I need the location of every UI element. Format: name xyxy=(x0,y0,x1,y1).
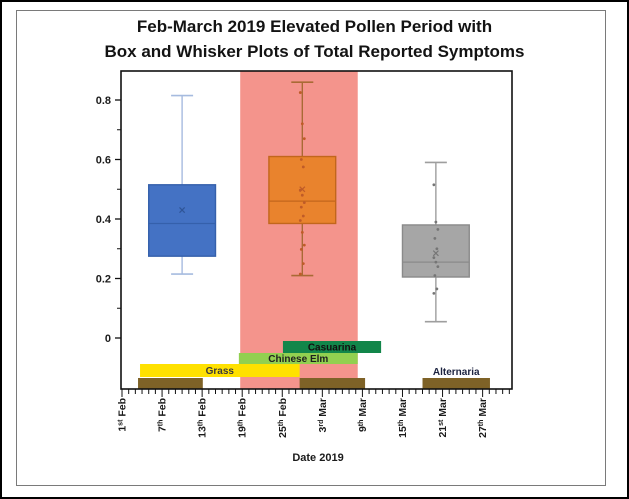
data-point xyxy=(299,247,303,251)
x-tick-label: 1st Feb xyxy=(117,398,129,432)
box-plot-mid-march xyxy=(401,161,470,323)
chart-title: Feb-March 2019 Elevated Pollen Period wi… xyxy=(2,15,627,64)
timeline-bar-alternaria xyxy=(422,378,490,389)
timeline-bar-chinese-elm xyxy=(238,353,358,364)
data-point xyxy=(298,188,302,192)
timeline-bar-grass xyxy=(140,364,300,377)
timeline-label-casuarina: Casuarina xyxy=(308,343,357,354)
y-tick-label: 0.4 xyxy=(96,214,112,226)
data-point xyxy=(302,201,306,205)
x-tick-label: 9th Mar xyxy=(357,398,369,432)
iqr-box xyxy=(148,184,217,257)
x-tick-label: 27th Mar xyxy=(477,398,489,438)
data-point xyxy=(436,228,440,231)
data-point xyxy=(433,274,437,277)
data-point xyxy=(298,219,302,222)
x-tick-label: 3rd Mar xyxy=(317,398,329,432)
elevated-period-band xyxy=(240,71,358,389)
data-point xyxy=(434,260,438,264)
data-point xyxy=(301,165,305,169)
data-point xyxy=(435,247,439,251)
chart-title-line2: Box and Whisker Plots of Total Reported … xyxy=(104,41,525,61)
timeline-label-alternaria: Alternaria xyxy=(433,367,480,378)
data-point xyxy=(300,193,304,197)
mean-marker xyxy=(179,207,186,214)
data-point xyxy=(432,183,436,187)
data-point xyxy=(299,205,303,209)
data-point xyxy=(433,236,437,240)
box-plot-early-feb xyxy=(148,94,217,275)
y-tick-label: 0.2 xyxy=(96,274,111,286)
data-point xyxy=(434,220,438,224)
data-point xyxy=(302,243,306,247)
data-point xyxy=(432,291,436,295)
timeline-label-chinese-elm: Chinese Elm xyxy=(268,354,328,365)
data-point xyxy=(432,256,436,260)
x-tick-label: 13th Feb xyxy=(197,398,209,438)
data-point xyxy=(298,91,302,94)
data-point xyxy=(300,230,304,234)
data-point xyxy=(435,287,439,291)
x-tick-label: 25th Feb xyxy=(277,398,289,438)
x-axis: 1st Feb 7th Feb 13th Feb 19th Feb 25th Feb 3r… xyxy=(117,389,510,438)
data-point xyxy=(300,122,304,126)
chart-title-line1: Feb-March 2019 Elevated Pollen Period wi… xyxy=(136,17,493,36)
x-tick-label: 7th Feb xyxy=(157,398,169,432)
data-point xyxy=(301,214,305,218)
timeline-bar-unlabeled-4 xyxy=(299,378,366,389)
y-axis: 0 0.2 0.4 0.6 0.8 xyxy=(96,95,121,345)
x-tick-label: 21st Mar xyxy=(437,398,449,438)
x-tick-label: 19th Feb xyxy=(237,398,249,438)
x-axis-title: Date 2019 xyxy=(292,452,344,464)
mean-marker xyxy=(432,250,439,257)
data-point xyxy=(302,137,306,141)
iqr-box xyxy=(401,224,470,278)
x-tick-label: 15th Mar xyxy=(397,398,409,438)
data-point xyxy=(436,265,440,268)
timeline-bar-casuarina xyxy=(282,341,382,353)
timeline-bar-unlabeled-3 xyxy=(138,378,203,389)
timeline-label-grass: Grass xyxy=(206,366,235,377)
data-point xyxy=(301,262,305,266)
box-plot-peak-period xyxy=(268,81,337,277)
data-point xyxy=(299,158,303,161)
y-tick-label: 0 xyxy=(105,333,111,345)
y-tick-label: 0.8 xyxy=(96,95,111,107)
data-point xyxy=(298,272,302,276)
y-tick-label: 0.6 xyxy=(96,155,111,167)
plot-frame xyxy=(120,70,513,390)
